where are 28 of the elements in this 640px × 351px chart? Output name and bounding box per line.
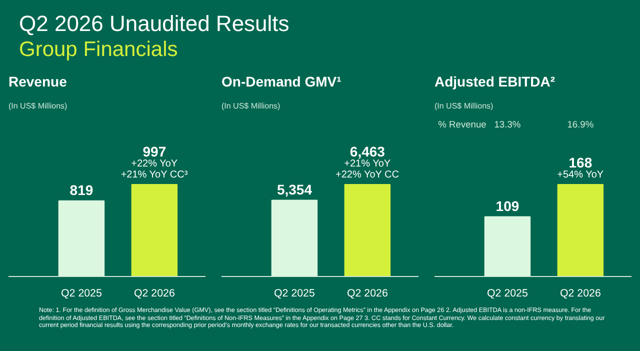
x-tick-label: Q2 2026	[134, 288, 175, 300]
text: % Revenue	[438, 120, 486, 130]
x-tick-label: Q2 2025	[61, 288, 102, 300]
chart-subtitle: (In US$ Millions)	[222, 102, 281, 110]
data-label: 168	[568, 154, 592, 170]
x-tick-label: Q2 2026	[560, 288, 601, 300]
data-label: 6,463	[350, 144, 386, 160]
text: Q2 2026 Unaudited Results	[19, 11, 290, 37]
chart-subtitle: (In US$ Millions)	[8, 102, 68, 110]
chart-title: Revenue	[8, 74, 68, 90]
chart-title: Adjusted EBITDA²	[434, 74, 556, 90]
text: Group Financials	[19, 37, 179, 62]
data-label: 997	[142, 144, 166, 160]
data-label: 109	[496, 198, 520, 214]
data-label: 5,354	[276, 181, 312, 198]
chart-title: On-Demand GMV¹	[222, 74, 342, 90]
text: 13.3%	[494, 120, 521, 130]
annotation: +22% YoY CC	[336, 170, 399, 180]
chart-subtitle: (In US$ Millions)	[434, 102, 494, 110]
annotation: +21% YoY	[344, 158, 391, 170]
annotation: +21% YoY CC³	[120, 170, 188, 180]
x-tick-label: Q2 2026	[346, 288, 388, 300]
data-label: 819	[70, 182, 94, 198]
x-tick-label: Q2 2025	[487, 288, 528, 300]
annotation: +54% YoY	[557, 170, 604, 180]
annotation: +22% YoY	[131, 158, 178, 170]
x-tick-label: Q2 2025	[274, 288, 315, 300]
text: 16.9%	[567, 120, 594, 130]
